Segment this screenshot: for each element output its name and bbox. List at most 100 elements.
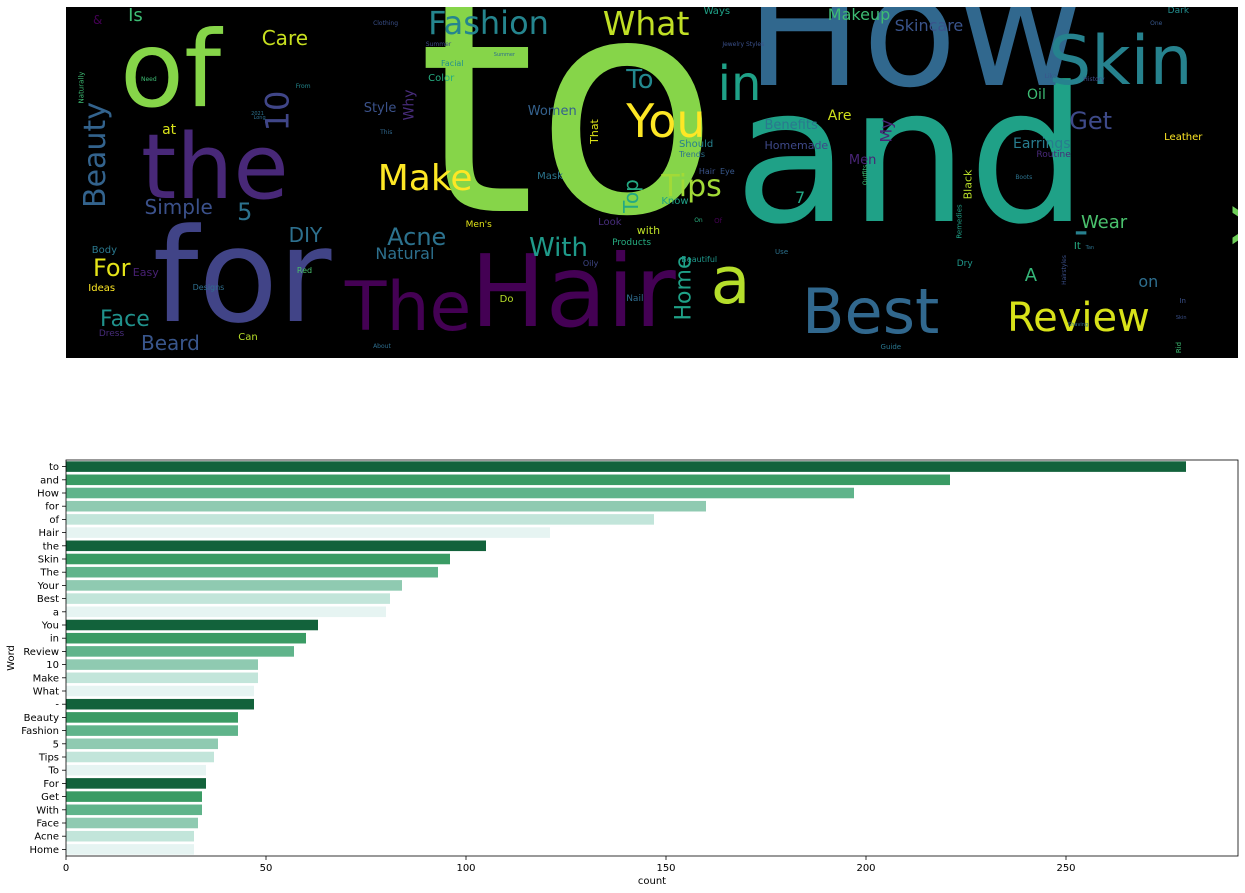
bar-chart: to and How for of Hair the Skin The Your Best a You i… (6, 459, 1239, 887)
word-cloud-word: Beautiful (681, 255, 718, 265)
word-cloud-word: Use (775, 248, 789, 257)
word-cloud-word: Natural (375, 243, 435, 263)
y-tick-label: Skin (38, 555, 59, 566)
word-cloud-word: Tan (1085, 244, 1095, 251)
word-cloud-word: Review (1007, 295, 1150, 342)
bar (66, 461, 1186, 472)
word-cloud-word: Boots (1015, 174, 1033, 182)
word-cloud-word: - (1073, 207, 1089, 254)
word-cloud-word: with (636, 223, 661, 237)
x-axis-label: count (638, 876, 666, 887)
y-tick-label: Face (36, 819, 59, 830)
word-cloud-word: 2021 (251, 111, 264, 118)
y-tick-label: What (33, 687, 59, 698)
word-cloud-word: and (734, 47, 1088, 267)
word-cloud-word: Why (401, 89, 418, 121)
bar (66, 738, 218, 750)
word-cloud-word: the (141, 114, 289, 220)
bar (66, 593, 390, 604)
word-cloud-word: Long (253, 114, 266, 121)
word-cloud-word: Rid (1174, 341, 1183, 354)
word-cloud-word: Black (961, 169, 975, 200)
word-cloud-word: Earrings (1012, 135, 1071, 152)
bar (66, 778, 206, 789)
word-cloud-word: For (92, 254, 131, 283)
y-tick-label: 5 (53, 739, 59, 750)
word-cloud-word: Outfits (861, 164, 869, 186)
word-cloud-word: Ways (703, 7, 731, 17)
word-cloud-word: History (1083, 76, 1105, 84)
word-cloud-word: Red (296, 265, 313, 275)
bar (66, 659, 258, 670)
y-tick-label: - (55, 700, 59, 711)
word-cloud-word: Like (1044, 72, 1057, 80)
word-cloud-word: Homemade (764, 139, 829, 153)
word-cloud-word: of (119, 8, 222, 131)
word-cloud-word: in (717, 55, 762, 112)
word-cloud-word: With (528, 233, 588, 264)
word-cloud-word: on (1138, 271, 1159, 291)
word-cloud-word: A (1024, 264, 1038, 286)
y-tick-label: Tips (38, 753, 59, 764)
bar (66, 500, 706, 512)
word-cloud-word: Get (1069, 106, 1112, 135)
word-cloud-word: One (1150, 20, 1163, 28)
word-cloud-word: Hair (698, 167, 716, 177)
word-cloud-word: Can (238, 332, 258, 344)
word-cloud-word: Do (499, 293, 514, 305)
word-cloud-word: Make (377, 158, 473, 200)
bar (66, 764, 206, 776)
word-cloud-word: What (602, 7, 690, 43)
y-tick-label: You (41, 621, 59, 632)
word-cloud-word: Clothing (373, 20, 399, 28)
word-cloud-word: Guide (880, 342, 902, 351)
word-cloud-word: Acne (387, 222, 447, 251)
y-tick-label: Fashion (21, 726, 59, 737)
bar (66, 685, 254, 697)
bar (66, 580, 402, 591)
word-cloud-word: It (1073, 241, 1081, 253)
word-cloud-word: Eye (719, 167, 735, 177)
word-cloud-word: Skin (1048, 22, 1193, 102)
bar (66, 698, 254, 710)
word-cloud-word: Products (612, 237, 652, 248)
word-cloud-word: Designs (192, 283, 225, 293)
word-cloud-word: Shaving (1068, 321, 1089, 328)
word-cloud-word: Mask (537, 170, 563, 182)
bar (66, 844, 194, 855)
word-cloud-word: Dark (1167, 7, 1190, 16)
y-axis-label: Word (6, 645, 17, 671)
bar (66, 619, 318, 631)
x-tick-label: 100 (456, 863, 475, 874)
word-cloud-word: Ideas (88, 283, 116, 295)
word-cloud-word: Top (619, 179, 644, 213)
word-cloud-word: Oil (1027, 86, 1046, 103)
word-cloud-word: Know (661, 195, 689, 207)
y-tick-label: Best (37, 594, 59, 605)
word-cloud-word: Beard (141, 331, 200, 356)
word-cloud-word: Beauty (77, 102, 113, 209)
word-cloud-word: Summer (425, 41, 452, 49)
word-cloud-word: Your (1220, 112, 1238, 245)
word-cloud-word: Makeup (827, 7, 891, 24)
bar (66, 474, 950, 486)
y-tick-label: Acne (34, 832, 59, 843)
word-cloud-word: Trends (678, 149, 706, 159)
plot-frame (65, 459, 1239, 857)
word-cloud-word: Of (714, 216, 723, 225)
word-cloud-word: The (344, 267, 472, 347)
word-cloud-word: Wear (1080, 212, 1128, 234)
x-tick-label: 50 (260, 863, 273, 874)
y-tick-label: How (37, 489, 59, 500)
word-cloud-word: My (876, 119, 896, 143)
y-tick-label: 10 (46, 660, 59, 671)
word-cloud-word: Jewelry Styles (722, 41, 765, 49)
y-tick-label: Review (23, 647, 59, 658)
bar (66, 817, 198, 829)
word-cloud-word: to (417, 7, 719, 282)
word-cloud-word: Women (527, 104, 577, 120)
word-cloud-word: 10 (258, 90, 297, 132)
x-tick-label: 0 (63, 863, 69, 874)
word-cloud-word: That (587, 119, 601, 145)
x-tick-label: 150 (656, 863, 675, 874)
